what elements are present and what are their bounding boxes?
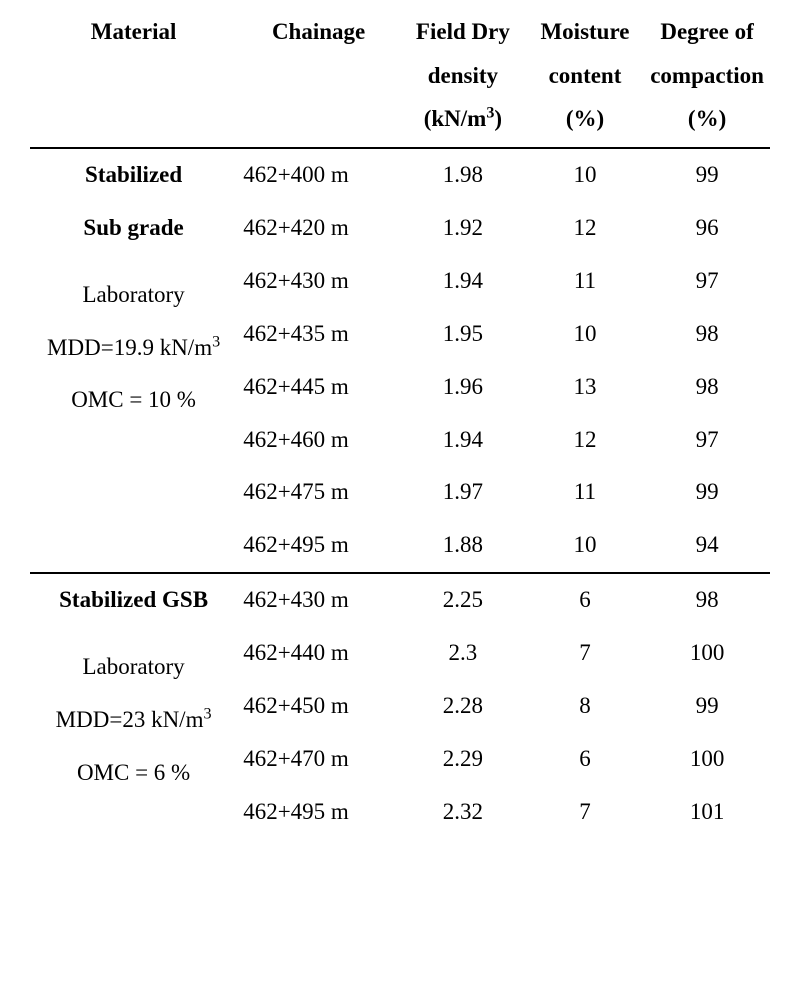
degree-cell: 100 [644,733,770,786]
density-cell: 2.28 [400,680,526,733]
header-text: (%) [644,97,770,141]
chainage-cell: 462+440 m [237,627,400,680]
degree-cell: 98 [644,573,770,627]
moisture-cell: 12 [526,414,644,467]
density-cell: 1.97 [400,466,526,519]
chainage-cell: 462+495 m [237,786,400,839]
col-header-material: Material [30,10,237,148]
header-text: Material [30,10,237,54]
header-text: Degree of [644,10,770,54]
degree-cell: 99 [644,466,770,519]
density-cell: 1.92 [400,202,526,255]
moisture-cell: 8 [526,680,644,733]
col-header-degree: Degree of compaction (%) [644,10,770,148]
density-cell: 1.94 [400,255,526,308]
moisture-cell: 10 [526,519,644,573]
col-header-density: Field Dry density (kN/m3) [400,10,526,148]
density-cell: 2.32 [400,786,526,839]
material-lab-line: Laboratory [83,641,185,694]
density-cell: 1.95 [400,308,526,361]
density-cell: 1.96 [400,361,526,414]
chainage-cell: 462+460 m [237,414,400,467]
density-cell: 1.98 [400,148,526,202]
header-text: density [400,54,526,98]
col-header-moisture: Moisture content (%) [526,10,644,148]
chainage-cell: 462+420 m [237,202,400,255]
degree-cell: 101 [644,786,770,839]
compaction-results-table: Material Chainage Field Dry density (kN/… [30,10,770,839]
density-cell: 1.94 [400,414,526,467]
moisture-cell: 10 [526,308,644,361]
moisture-cell: 11 [526,255,644,308]
chainage-cell: 462+470 m [237,733,400,786]
chainage-cell: 462+445 m [237,361,400,414]
degree-cell: 97 [644,414,770,467]
material-title-line: Stabilized [85,149,182,202]
material-title-line: Stabilized GSB [59,574,208,627]
degree-cell: 94 [644,519,770,573]
material-cell: Stabilized GSB Laboratory MDD=23 kN/m3 O… [30,573,237,838]
moisture-cell: 6 [526,733,644,786]
chainage-cell: 462+495 m [237,519,400,573]
density-cell: 1.88 [400,519,526,573]
chainage-cell: 462+430 m [237,255,400,308]
degree-cell: 96 [644,202,770,255]
moisture-cell: 6 [526,573,644,627]
degree-cell: 98 [644,361,770,414]
moisture-cell: 7 [526,627,644,680]
header-text: Field Dry [400,10,526,54]
chainage-cell: 462+475 m [237,466,400,519]
section-stabilized-subgrade: Stabilized Sub grade Laboratory MDD=19.9… [30,148,770,573]
material-title-line: Sub grade [83,202,183,255]
material-lab-line: MDD=19.9 kN/m3 [47,322,220,375]
chainage-cell: 462+450 m [237,680,400,733]
degree-cell: 99 [644,148,770,202]
material-lab-line: MDD=23 kN/m3 [56,694,212,747]
col-header-chainage: Chainage [237,10,400,148]
degree-cell: 97 [644,255,770,308]
degree-cell: 99 [644,680,770,733]
moisture-cell: 11 [526,466,644,519]
header-text: (kN/m3) [400,97,526,141]
density-cell: 2.29 [400,733,526,786]
material-lab-line: Laboratory [83,269,185,322]
chainage-cell: 462+435 m [237,308,400,361]
section-stabilized-gsb: Stabilized GSB Laboratory MDD=23 kN/m3 O… [30,573,770,838]
moisture-cell: 10 [526,148,644,202]
degree-cell: 100 [644,627,770,680]
chainage-cell: 462+430 m [237,573,400,627]
header-text: Chainage [237,10,400,54]
header-text: content [526,54,644,98]
moisture-cell: 13 [526,361,644,414]
header-text: Moisture [526,10,644,54]
header-text: (%) [526,97,644,141]
material-cell: Stabilized Sub grade Laboratory MDD=19.9… [30,148,237,573]
density-cell: 2.25 [400,573,526,627]
material-lab-line: OMC = 10 % [71,374,196,427]
density-cell: 2.3 [400,627,526,680]
material-lab-line: OMC = 6 % [77,747,190,800]
header-text: compaction [644,54,770,98]
moisture-cell: 7 [526,786,644,839]
moisture-cell: 12 [526,202,644,255]
degree-cell: 98 [644,308,770,361]
chainage-cell: 462+400 m [237,148,400,202]
